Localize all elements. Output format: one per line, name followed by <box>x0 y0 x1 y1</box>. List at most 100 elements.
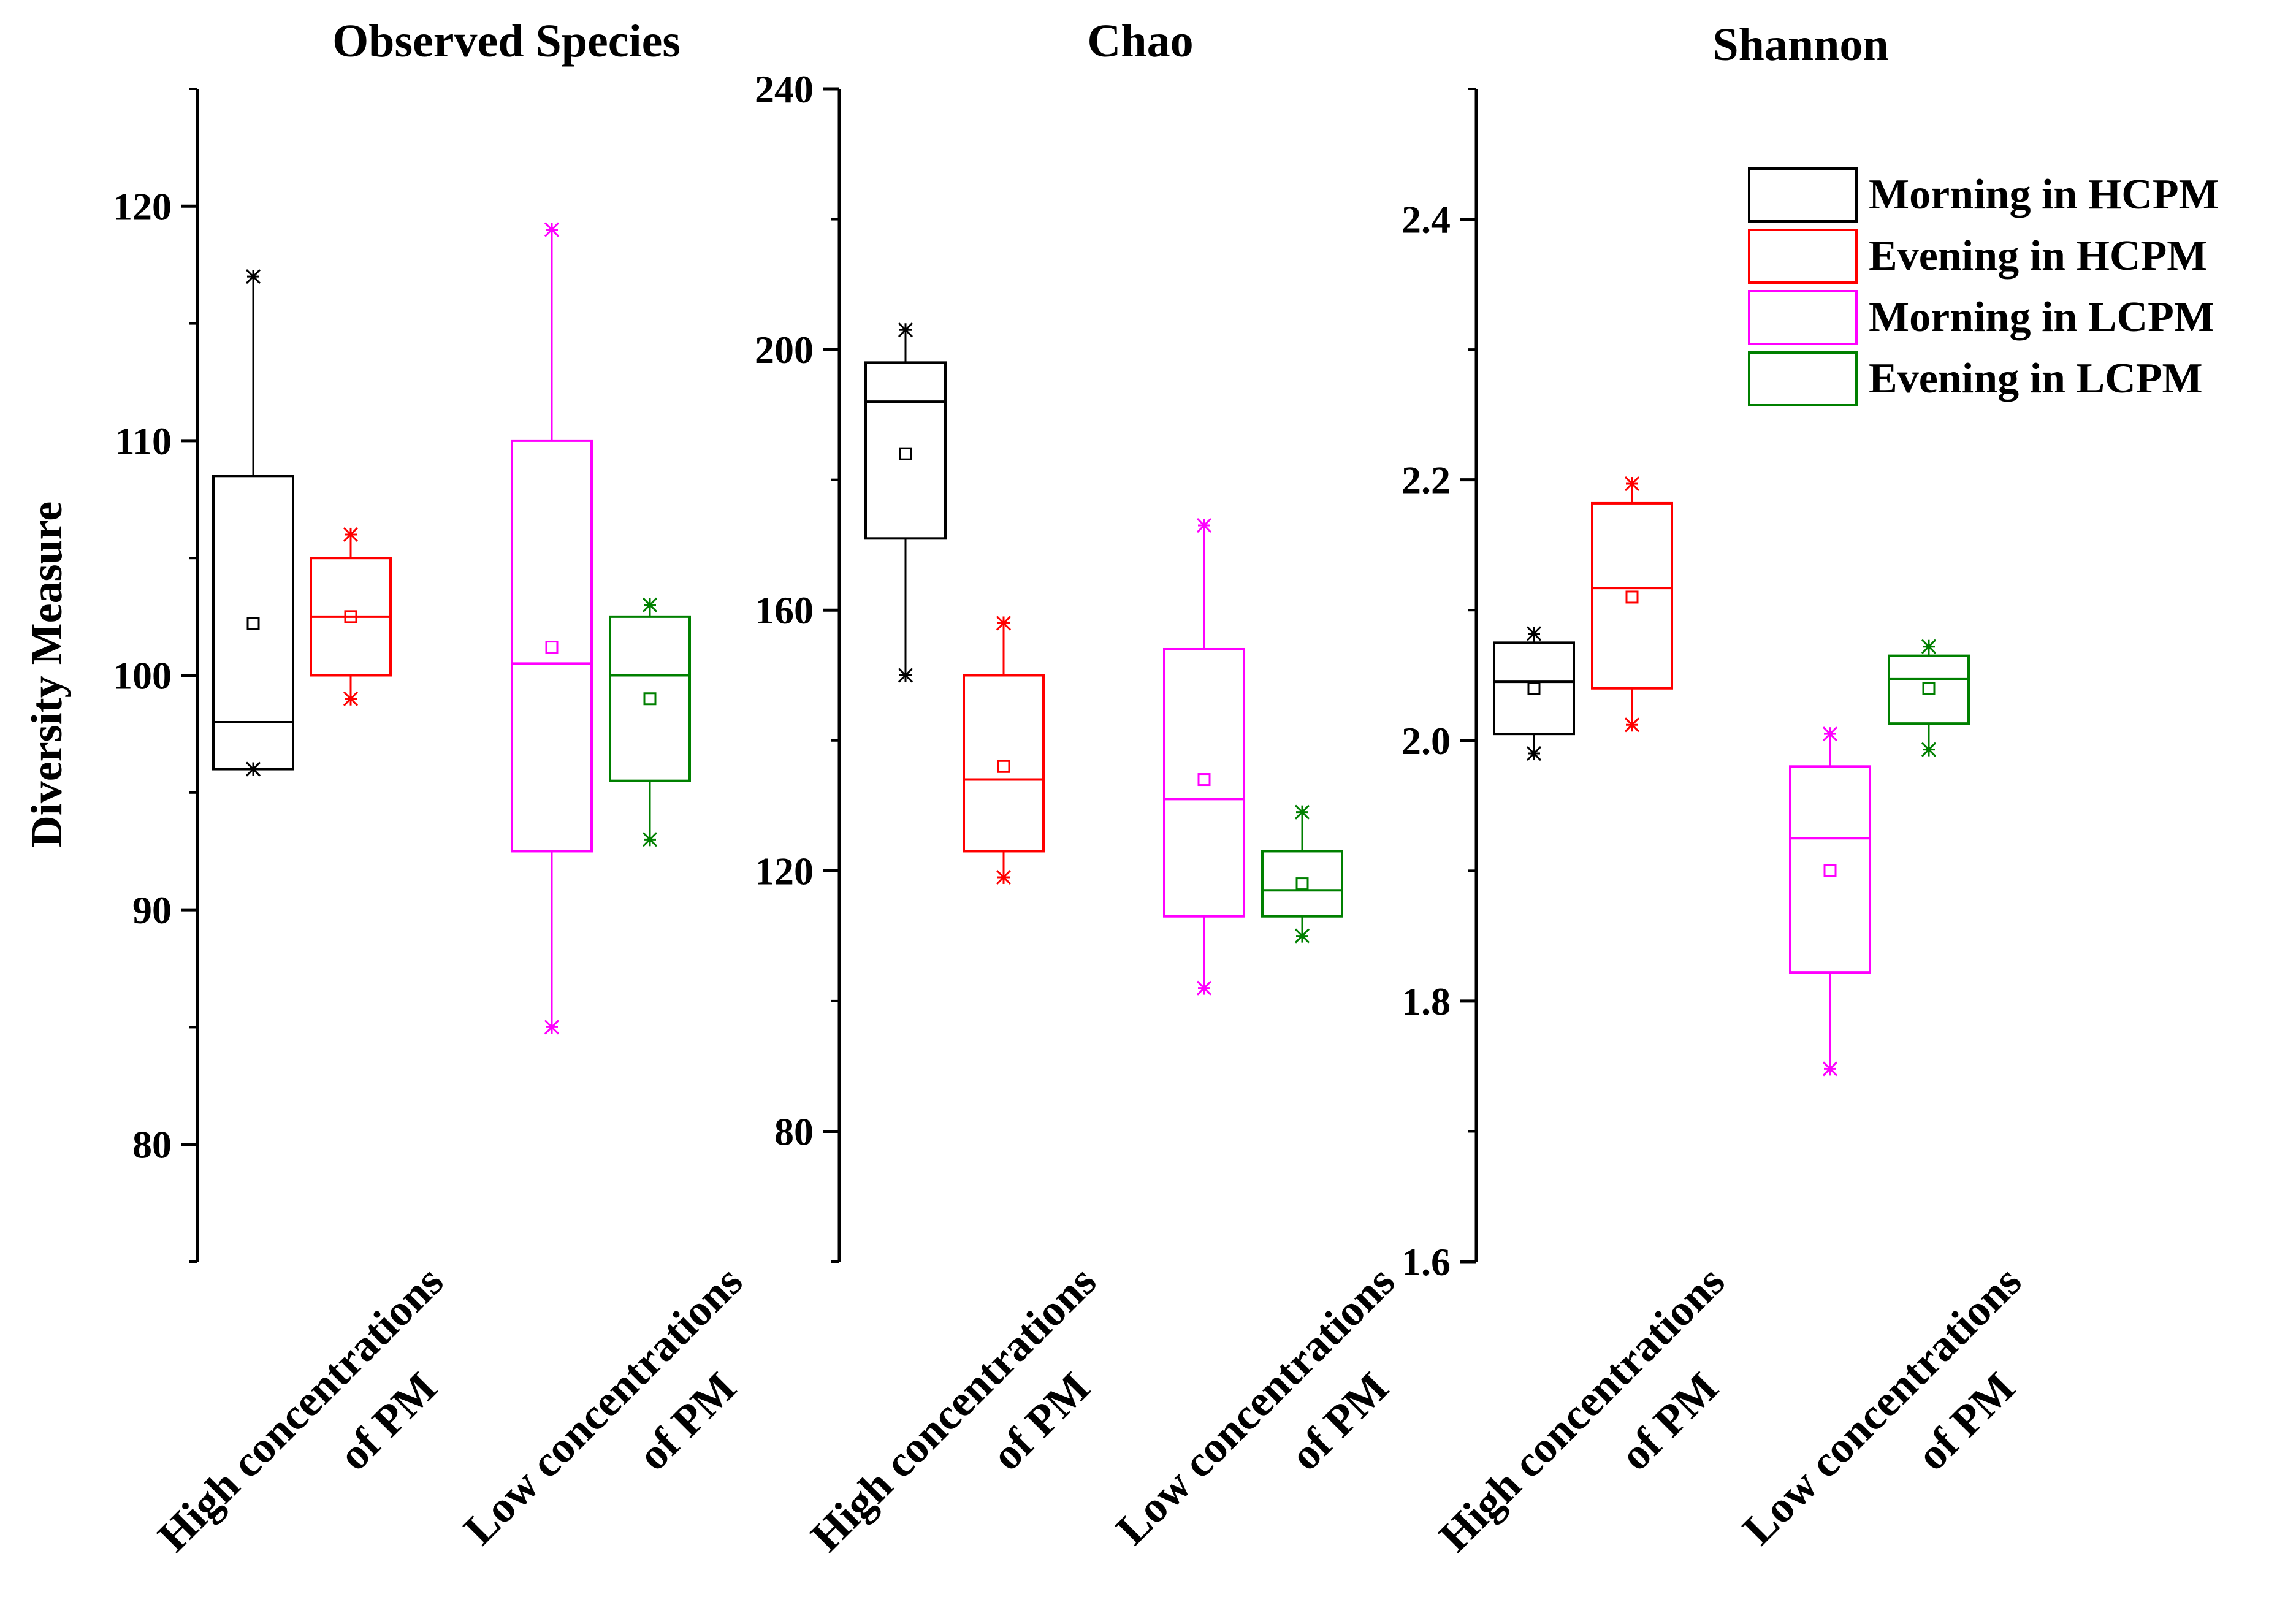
max-marker <box>996 616 1012 631</box>
mean-marker <box>344 610 357 623</box>
box-iqr <box>963 674 1045 853</box>
legend-label: Evening in LCPM <box>1869 355 2203 402</box>
box-iqr <box>1493 641 1575 736</box>
max-marker <box>898 322 913 338</box>
legend-item-morning-in-hcpm: Morning in HCPM <box>1748 167 2219 223</box>
min-marker <box>996 869 1012 885</box>
min-marker <box>898 668 913 683</box>
max-marker <box>642 597 658 612</box>
panel-title: Observed Species <box>332 15 681 67</box>
panels-layer: Observed Species 80 90 100 110 120 High concen… <box>113 15 2031 1561</box>
box-morning-in-lcpm <box>511 222 593 1035</box>
min-marker <box>343 691 359 706</box>
y-tick-label: 2.2 <box>1402 459 1451 502</box>
legend-item-evening-in-hcpm: Evening in HCPM <box>1748 229 2207 284</box>
y-tick-label: 110 <box>115 419 172 463</box>
y-tick-label: 240 <box>755 67 814 111</box>
legend-item-evening-in-lcpm: Evening in LCPM <box>1748 351 2203 406</box>
legend-swatch <box>1748 351 1858 406</box>
panel-2: Chao 80 120 160 200 240 High concentrationsof … <box>755 15 1404 1561</box>
y-tick-label: 1.8 <box>1402 980 1451 1023</box>
box-iqr <box>609 615 691 782</box>
y-axis-label: Diversity Measure <box>22 501 71 848</box>
panel-title: Chao <box>1087 15 1193 67</box>
box-morning-in-hcpm <box>864 322 947 683</box>
box-morning-in-hcpm <box>212 269 294 777</box>
box-morning-in-lcpm <box>1789 726 1871 1077</box>
panel-title: Shannon <box>1712 19 1888 71</box>
y-tick-label: 160 <box>755 589 814 632</box>
legend-label: Evening in HCPM <box>1869 232 2207 280</box>
max-marker <box>1196 518 1212 533</box>
min-marker <box>544 1020 560 1035</box>
max-marker <box>1822 726 1838 742</box>
box-evening-in-hcpm <box>310 527 392 706</box>
box-iqr <box>1591 501 1673 690</box>
min-marker <box>642 832 658 847</box>
max-marker <box>343 527 359 543</box>
box-iqr <box>1888 654 1970 725</box>
legend-swatch <box>1748 229 1858 284</box>
max-marker <box>1294 804 1310 820</box>
box-iqr <box>1789 765 1871 974</box>
box-evening-in-lcpm <box>1261 804 1343 944</box>
legend-swatch <box>1748 167 1858 223</box>
min-marker <box>245 761 261 777</box>
mean-marker <box>1823 864 1837 877</box>
y-tick-label: 90 <box>132 888 172 932</box>
mean-marker <box>1922 682 1936 695</box>
y-tick-label: 80 <box>774 1110 814 1153</box>
y-tick-label: 2.4 <box>1402 198 1451 242</box>
legend-item-morning-in-lcpm: Morning in LCPM <box>1748 290 2214 345</box>
box-iqr <box>1261 850 1343 918</box>
mean-marker <box>1197 773 1211 787</box>
mean-marker <box>1295 877 1309 891</box>
legend-label: Morning in LCPM <box>1869 294 2214 341</box>
mean-marker <box>545 641 559 654</box>
min-marker <box>1624 717 1640 733</box>
max-marker <box>544 222 560 237</box>
min-marker <box>1196 980 1212 996</box>
y-tick-label: 200 <box>755 328 814 372</box>
mean-marker <box>899 447 912 460</box>
y-tick-label: 100 <box>113 654 172 698</box>
box-evening-in-lcpm <box>1888 639 1970 757</box>
y-tick-label: 120 <box>113 185 172 228</box>
mean-marker <box>246 617 260 630</box>
mean-marker <box>643 692 657 706</box>
legend-label: Morning in HCPM <box>1869 171 2219 218</box>
box-evening-in-hcpm <box>1591 476 1673 733</box>
box-morning-in-lcpm <box>1163 518 1245 996</box>
max-marker <box>1526 626 1542 641</box>
y-tick-label: 80 <box>132 1123 172 1167</box>
box-morning-in-hcpm <box>1493 626 1575 761</box>
box-evening-in-hcpm <box>963 616 1045 885</box>
box-iqr <box>212 475 294 771</box>
legend: Morning in HCPM Evening in HCPM Morning in… <box>1748 167 2219 406</box>
box-iqr <box>511 439 593 853</box>
max-marker <box>245 269 261 284</box>
y-tick-label: 2.0 <box>1402 719 1451 763</box>
max-marker <box>1624 476 1640 492</box>
y-tick-label: 120 <box>755 849 814 893</box>
mean-marker <box>997 760 1010 773</box>
min-marker <box>1526 745 1542 761</box>
mean-marker <box>1527 682 1541 695</box>
min-marker <box>1294 928 1310 944</box>
min-marker <box>1822 1061 1838 1077</box>
box-iqr <box>1163 647 1245 918</box>
legend-swatch <box>1748 290 1858 345</box>
panel-1: Observed Species 80 90 100 110 120 High concen… <box>113 15 752 1561</box>
y-tick-label: 1.6 <box>1402 1240 1451 1284</box>
min-marker <box>1921 742 1937 757</box>
mean-marker <box>1625 590 1639 604</box>
box-evening-in-lcpm <box>609 597 691 847</box>
max-marker <box>1921 639 1937 654</box>
box-iqr <box>864 361 947 540</box>
